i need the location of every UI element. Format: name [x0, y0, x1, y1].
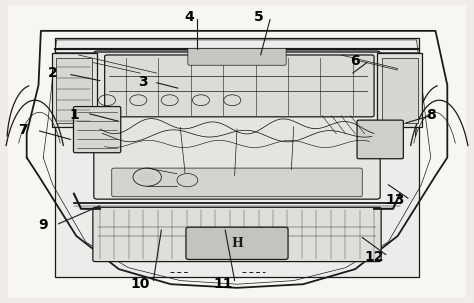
- FancyBboxPatch shape: [186, 227, 288, 259]
- FancyBboxPatch shape: [188, 48, 286, 65]
- Circle shape: [139, 172, 156, 183]
- FancyBboxPatch shape: [357, 120, 403, 159]
- Bar: [377, 53, 422, 127]
- Text: 12: 12: [365, 250, 384, 264]
- Text: 13: 13: [386, 193, 405, 207]
- Text: 10: 10: [130, 277, 150, 291]
- Bar: [52, 53, 97, 127]
- FancyBboxPatch shape: [55, 38, 419, 277]
- FancyBboxPatch shape: [8, 5, 466, 298]
- Text: H: H: [231, 237, 243, 250]
- FancyBboxPatch shape: [105, 55, 374, 117]
- Bar: [56, 58, 92, 123]
- Text: 3: 3: [137, 75, 147, 89]
- Bar: [382, 58, 418, 123]
- Text: 4: 4: [185, 10, 195, 24]
- Text: 6: 6: [350, 54, 360, 68]
- FancyBboxPatch shape: [112, 168, 362, 197]
- Text: 9: 9: [38, 218, 48, 232]
- FancyBboxPatch shape: [93, 207, 381, 261]
- Text: 11: 11: [213, 277, 233, 291]
- FancyBboxPatch shape: [94, 51, 380, 199]
- Text: 1: 1: [69, 108, 79, 122]
- Text: 8: 8: [426, 108, 436, 122]
- Text: 5: 5: [254, 10, 263, 24]
- Text: 7: 7: [18, 123, 28, 137]
- FancyBboxPatch shape: [73, 107, 121, 153]
- Text: 2: 2: [48, 66, 57, 80]
